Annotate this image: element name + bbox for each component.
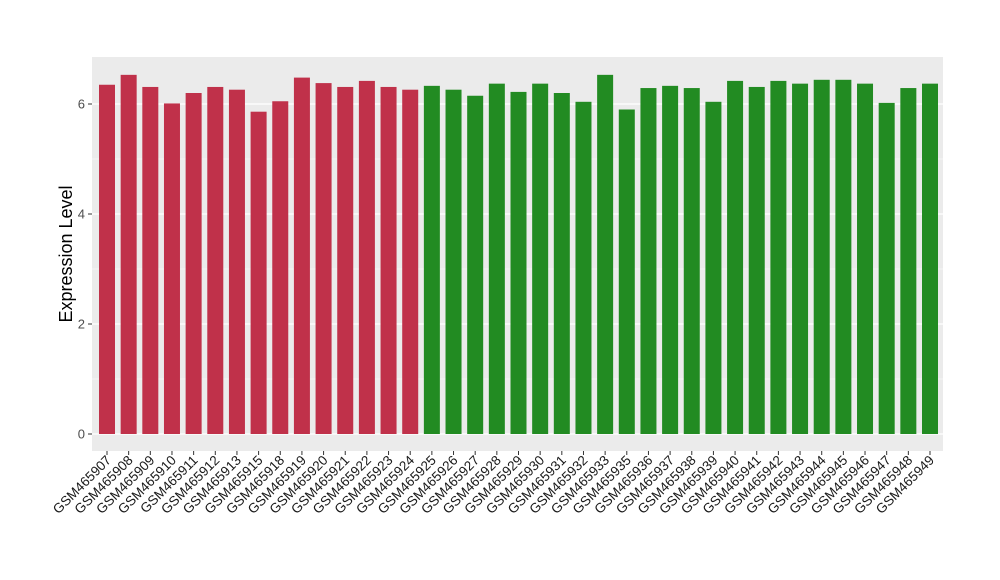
bar-gsm465944 [813, 79, 830, 435]
bars [99, 74, 938, 435]
bar-gsm465930 [532, 83, 549, 435]
bar-gsm465922 [358, 80, 375, 435]
bar-gsm465909 [142, 86, 159, 434]
bar-gsm465919 [293, 77, 310, 434]
bar-gsm465933 [597, 74, 614, 434]
bar-gsm465929 [510, 91, 527, 435]
bar-gsm465924 [402, 89, 419, 434]
bar-gsm465911 [185, 93, 202, 434]
y-tick-label: 4 [78, 207, 85, 222]
bar-gsm465918 [272, 101, 289, 434]
bar-gsm465913 [228, 89, 245, 434]
bar-gsm465932 [575, 101, 592, 435]
bar-gsm465912 [207, 86, 224, 434]
bar-gsm465931 [553, 93, 570, 434]
bar-gsm465910 [163, 103, 180, 434]
bar-gsm465907 [99, 84, 115, 434]
bar-gsm465942 [770, 80, 787, 435]
bar-gsm465921 [337, 86, 354, 434]
bar-gsm465947 [878, 102, 895, 435]
bar-gsm465943 [792, 83, 809, 435]
y-tick-label: 0 [78, 427, 85, 442]
y-axis-title: Expression Level [56, 185, 76, 322]
x-axis: GSM465907GSM465908GSM465909GSM465910GSM4… [50, 451, 937, 517]
y-axis: 0 2 4 6 [78, 97, 92, 442]
bar-gsm465908 [120, 74, 137, 434]
bar-gsm465937 [662, 85, 679, 434]
bar-gsm465945 [835, 79, 852, 435]
bar-gsm465926 [445, 89, 462, 434]
bar-gsm465939 [705, 101, 722, 435]
bar-gsm465938 [683, 88, 700, 435]
bar-gsm465936 [640, 88, 657, 435]
y-tick-label: 2 [78, 317, 85, 332]
bar-gsm465915 [250, 111, 267, 434]
y-tick-label: 6 [78, 97, 85, 112]
bar-gsm465920 [315, 83, 332, 434]
bar-gsm465946 [857, 83, 874, 435]
bar-gsm465923 [380, 86, 397, 434]
bar-gsm465948 [900, 88, 917, 435]
bar-gsm465949 [922, 83, 938, 435]
bar-gsm465935 [618, 109, 635, 434]
bar-gsm465941 [748, 86, 765, 434]
bar-gsm465927 [467, 95, 484, 434]
bar-gsm465928 [488, 83, 505, 435]
bar-gsm465925 [423, 85, 440, 434]
bar-gsm465940 [727, 80, 744, 435]
